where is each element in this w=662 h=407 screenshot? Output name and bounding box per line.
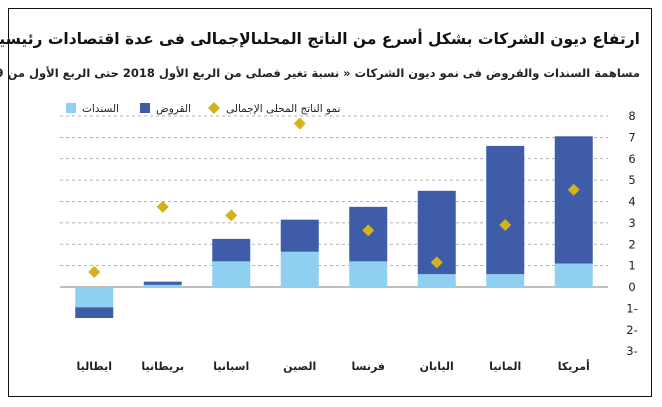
legend-swatch-bonds [66,103,76,113]
chart-subtitle: مساهمة السندات والقروض فى نمو ديون الشرك… [0,66,640,80]
bar-bonds [75,287,114,308]
x-category-label: ايطاليا [77,360,113,373]
gdp-marker [499,219,512,232]
y-tick-label: 3- [626,344,637,358]
bar-bonds [486,274,525,287]
bar-bonds [554,263,593,287]
y-tick-label: 8 [628,109,635,123]
x-category-label: المانيا [489,360,521,373]
gdp-marker [88,266,101,279]
legend-label-gdp: نمو الناتج المحلى الإجمالى [226,103,340,115]
y-tick-label: 0 [628,280,635,294]
y-tick-label: 3 [628,216,635,230]
legend-marker-gdp [208,102,220,114]
legend-label-loans: القروض [156,103,191,115]
bar-bonds [143,284,182,287]
y-tick-label: 1- [626,301,637,315]
bar-loans [554,136,593,264]
bar-bonds [280,251,319,287]
gdp-marker [156,200,169,213]
legend-swatch-loans [140,103,150,113]
y-tick-label: 1 [628,259,635,273]
y-tick-label: 2 [628,237,635,251]
y-tick-label: 4 [628,195,635,209]
gdp-marker [293,117,306,130]
gdp-markers [88,117,580,279]
x-category-label: اسبانيا [213,360,249,373]
y-tick-label: 5 [628,173,635,187]
bar-loans [486,145,525,275]
bar-bonds [417,274,456,287]
gdp-marker [225,209,238,222]
legend-label-bonds: السندات [82,103,119,115]
x-category-label: اليابان [420,360,454,373]
grid-lines [60,115,608,288]
bar-bonds [349,261,388,287]
legend: السندات القروض نمو الناتج المحلى الإجمال… [66,102,340,115]
x-category-label: بريطانيا [141,360,184,373]
x-category-label: أمريكا [558,359,590,373]
gdp-marker [430,256,443,269]
bar-loans [212,238,251,262]
bar-loans [280,219,319,252]
bar-loans [143,281,182,285]
y-tick-label: 2- [626,323,637,337]
bar-series [75,136,593,318]
x-axis-labels: ايطاليا بريطانيا اسبانيا الصين فرنسا اليابان ا… [77,359,590,373]
bar-bonds [212,261,251,287]
chart-title: ارتفاع ديون الشركات بشكل أسرع من الناتج … [0,30,640,48]
y-tick-label: 7 [628,130,635,144]
x-category-label: الصين [283,360,316,373]
gdp-marker [567,183,580,196]
chart-frame [8,8,652,397]
x-category-label: فرنسا [352,360,386,373]
y-axis: 8 7 6 5 4 3 2 1 0 1- 2- 3- [626,109,637,358]
y-tick-label: 6 [628,152,635,166]
bar-loans [75,307,114,318]
gdp-marker [362,224,375,237]
